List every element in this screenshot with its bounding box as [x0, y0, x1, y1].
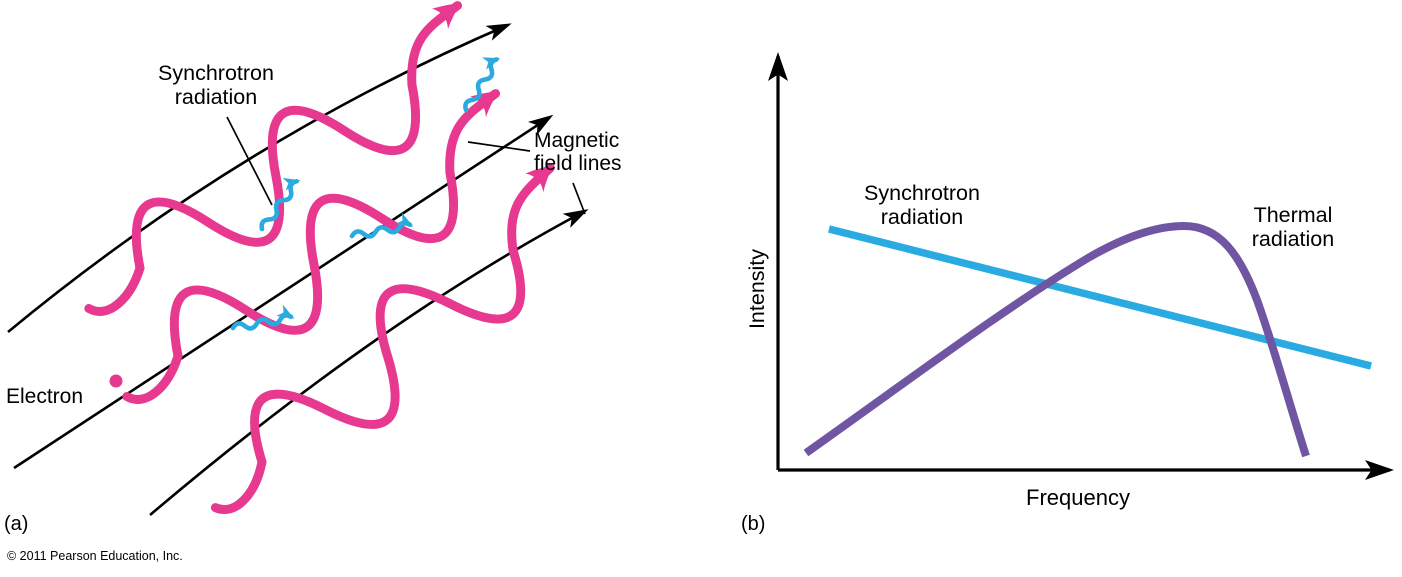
pointer-line-magnetic-label — [572, 182, 586, 215]
y-axis-label: Intensity — [745, 248, 769, 330]
panel-b-tag: (b) — [741, 513, 766, 535]
synchrotron-radiation-curve — [828, 225, 1372, 370]
photon-wavy-arrow — [230, 304, 295, 331]
pointer-line-magnetic-label — [467, 141, 531, 152]
electron-spiral-path-arrow — [210, 163, 555, 514]
label-thermal-radiation: Thermal radiation — [1251, 203, 1335, 251]
x-axis-label: Frequency — [1026, 485, 1130, 510]
panel-a-tag: (a) — [4, 513, 29, 535]
magnetic-field-line-arrow — [149, 209, 589, 516]
panel-a-diagram — [7, 1, 589, 516]
label-synchrotron-radiation-b: Synchrotron radiation — [864, 181, 980, 229]
panel-b-plot — [768, 52, 1394, 480]
electron-dot — [109, 374, 123, 388]
label-synchrotron-radiation-a: Synchrotron radiation — [158, 61, 274, 109]
magnetic-field-line-arrow — [13, 114, 554, 470]
copyright-text: © 2011 Pearson Education, Inc. — [7, 549, 183, 563]
electron-spiral-path-arrow — [84, 1, 463, 316]
electron-spiral-path-arrow — [122, 89, 501, 404]
label-magnetic-field-lines: Magnetic field lines — [534, 129, 622, 175]
photon-wavy-arrow — [463, 57, 501, 113]
thermal-radiation-curve — [803, 221, 1310, 458]
photon-wavy-arrow — [259, 177, 301, 232]
label-electron: Electron — [6, 385, 84, 408]
pointer-line-synchrotron-label — [226, 116, 273, 206]
photon-wavy-arrow — [349, 212, 414, 239]
